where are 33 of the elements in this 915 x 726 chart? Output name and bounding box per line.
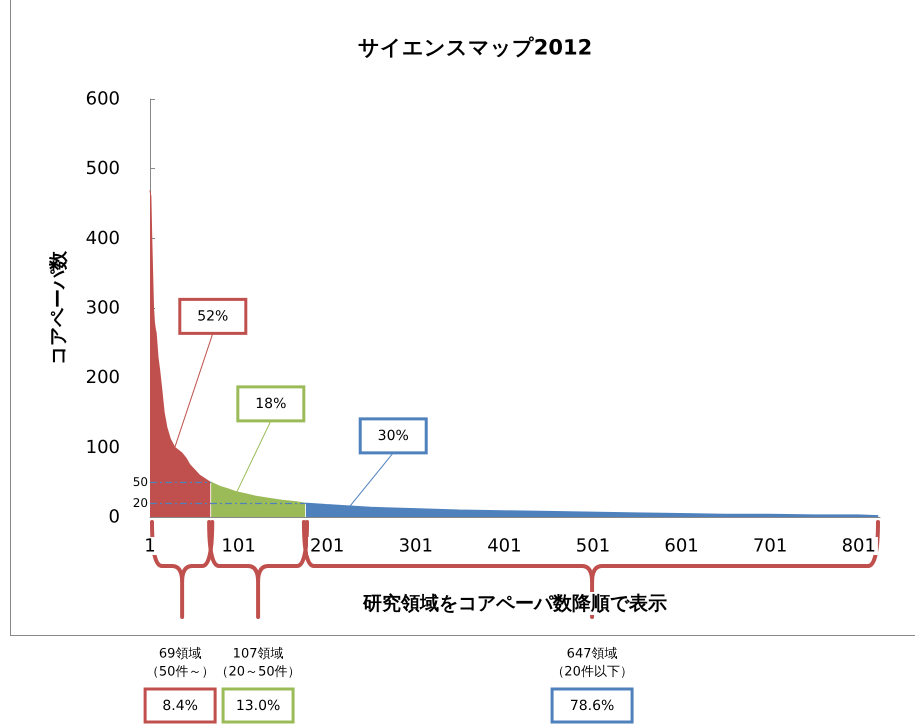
- text: （20件以下）: [551, 664, 633, 680]
- x-tick-label: 1: [144, 536, 156, 556]
- x-tick-label: 601: [664, 536, 699, 556]
- text: 13.0%: [236, 698, 280, 714]
- text: （20～50件）: [216, 664, 301, 680]
- x-axis-title: 研究領域をコアペーパ数降順で表示: [362, 592, 667, 614]
- ref-line-label: 50: [132, 475, 148, 490]
- text: 69領域: [158, 646, 202, 662]
- x-tick-label: 201: [310, 536, 344, 556]
- x-tick-label: 101: [221, 536, 256, 556]
- text: 647領域: [566, 646, 618, 662]
- annotation: 18%: [255, 396, 286, 412]
- annotation: 52%: [197, 308, 228, 324]
- annotation: 30%: [378, 428, 409, 444]
- y-tick-label: 400: [86, 228, 120, 249]
- text: 107領域: [232, 646, 284, 662]
- text: 78.6%: [570, 698, 614, 714]
- x-tick-label: 401: [487, 536, 522, 556]
- chart-title: サイエンスマップ2012: [358, 36, 592, 60]
- ref-line-label: 20: [132, 496, 148, 510]
- y-tick-label: 200: [86, 367, 120, 388]
- y-axis-title: コアペーパ数: [48, 250, 70, 365]
- y-tick-label: 100: [86, 436, 120, 458]
- text: 8.4%: [162, 698, 198, 714]
- text: （50件～）: [146, 664, 214, 680]
- y-tick-label: 500: [86, 158, 120, 180]
- y-tick-label: 600: [86, 88, 120, 110]
- y-tick-label: 300: [86, 298, 120, 318]
- y-tick-label: 0: [108, 506, 120, 528]
- x-tick-label: 501: [576, 536, 610, 556]
- x-tick-label: 701: [752, 536, 788, 556]
- x-tick-label: 301: [398, 536, 433, 556]
- x-tick-label: 801: [842, 536, 876, 556]
